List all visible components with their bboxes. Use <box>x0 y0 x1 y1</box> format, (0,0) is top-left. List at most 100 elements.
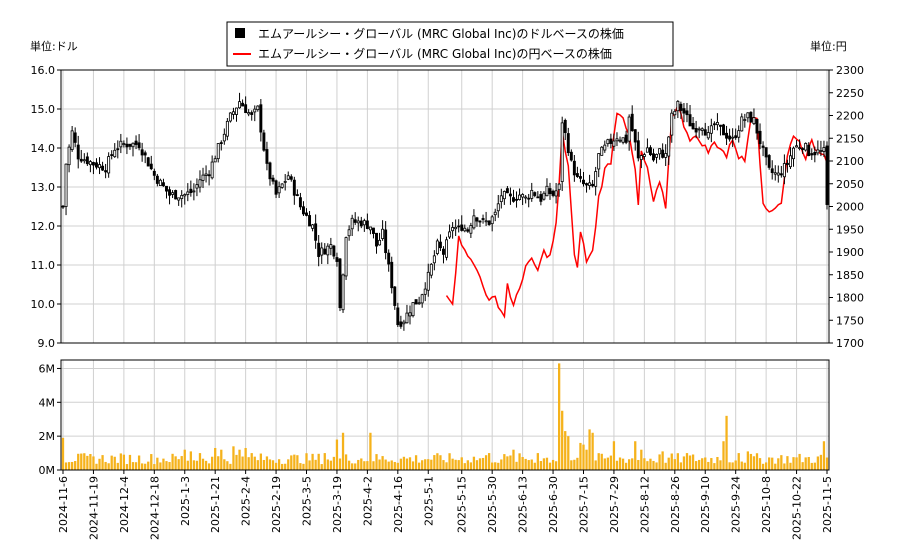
candle-body <box>822 147 826 152</box>
volume-bar <box>771 457 774 470</box>
candle-body <box>356 220 360 224</box>
volume-bar <box>728 462 731 470</box>
candle-body <box>411 302 415 317</box>
volume-bar <box>125 464 129 470</box>
right-tick-label: 1900 <box>836 246 864 259</box>
volume-bar <box>107 463 110 470</box>
x-tick-label: 2025-8-26 <box>669 476 682 533</box>
volume-bar <box>743 462 746 470</box>
candle-body <box>128 143 132 147</box>
volume-bar <box>780 455 783 470</box>
candle-body <box>816 149 820 154</box>
right-tick-label: 1750 <box>836 314 864 327</box>
candle-body <box>222 133 226 142</box>
candle-body <box>198 179 202 188</box>
volume-bar <box>390 460 393 470</box>
volume-bar <box>186 460 189 470</box>
legend-label-jpy: エムアールシー・グローバル (MRC Global Inc)の円ベースの株価 <box>258 46 612 61</box>
volume-bar <box>95 463 98 470</box>
volume-y-axis: 0M 2M 4M 6M <box>39 362 61 477</box>
volume-bar <box>536 453 539 470</box>
right-axis-unit: 単位:円 <box>810 39 847 53</box>
candle-body <box>466 229 470 232</box>
candle-body <box>67 146 71 166</box>
jpy-price-line <box>445 102 828 319</box>
volume-bar <box>314 459 317 470</box>
volume-bar <box>679 462 683 470</box>
volume-bar <box>110 455 113 470</box>
volume-bar <box>162 458 165 470</box>
candle-body <box>779 173 783 176</box>
volume-bar <box>478 458 482 470</box>
candle-body <box>137 142 141 149</box>
candle-body <box>85 156 89 165</box>
right-tick-label: 2050 <box>836 178 864 191</box>
volume-bar <box>740 461 743 470</box>
candle-body <box>210 161 214 179</box>
candle-body <box>737 130 741 138</box>
candle-body <box>490 216 494 225</box>
candle-body <box>548 188 552 195</box>
volume-bar <box>661 451 664 470</box>
candle-body <box>469 225 473 234</box>
candle-body <box>362 220 366 226</box>
candle-body <box>435 240 439 254</box>
x-tick-label: 2025-5-1 <box>422 476 435 526</box>
volume-bar <box>664 462 667 470</box>
candle-body <box>566 133 570 154</box>
candle-body <box>73 132 77 143</box>
candle-body <box>542 192 546 200</box>
volume-bar <box>792 457 795 470</box>
candle-body <box>630 113 634 132</box>
volume-grid <box>61 360 829 471</box>
volume-bar <box>798 453 801 470</box>
volume-bar <box>591 432 594 470</box>
volume-bar <box>344 454 348 470</box>
volume-bar <box>122 454 126 470</box>
candle-body <box>253 108 257 113</box>
volume-bar <box>360 458 363 470</box>
volume-bar <box>512 449 515 470</box>
volume-bar <box>807 457 810 470</box>
x-axis: 2024-11-6 2024-11-19 2024-12-4 2024-12-18 20… <box>57 470 834 540</box>
candle-body <box>515 198 518 201</box>
candle-body <box>457 225 461 228</box>
volume-bar <box>317 453 320 470</box>
volume-bar <box>561 410 564 470</box>
candle-body <box>667 136 671 157</box>
candle-body <box>673 110 677 116</box>
candle-body <box>76 144 80 160</box>
candle-body <box>402 321 406 325</box>
candle-body <box>612 140 616 147</box>
candle-body <box>338 258 342 309</box>
x-tick-label: 2025-6-30 <box>547 476 560 533</box>
volume-bar <box>189 451 192 470</box>
candle-body <box>353 219 357 223</box>
volume-bar <box>764 462 768 470</box>
volume-bar <box>588 429 591 470</box>
candle-body <box>192 190 196 193</box>
candle-body <box>594 171 598 187</box>
volume-bar <box>463 463 466 470</box>
candle-body <box>761 145 765 148</box>
right-y-axis: 1700 1750 1800 1850 1900 1950 2000 2050 2100 2150… <box>829 64 864 350</box>
volume-bar <box>399 458 403 470</box>
volume-bar <box>521 457 524 470</box>
candle-body <box>70 130 74 151</box>
candle-body <box>536 196 540 199</box>
candle-body <box>286 175 290 180</box>
volume-bar <box>241 456 244 470</box>
candle-body <box>694 128 698 133</box>
left-tick-label: 9.0 <box>38 337 56 350</box>
candle-body <box>621 137 625 143</box>
candle-body <box>274 180 278 195</box>
candle-body <box>642 154 646 157</box>
volume-tick-label: 6M <box>39 362 56 375</box>
volume-bar <box>393 461 396 470</box>
candle-body <box>155 175 159 184</box>
left-tick-label: 12.0 <box>31 220 56 233</box>
volume-bar <box>673 459 676 470</box>
candle-body <box>597 153 601 170</box>
candle-body <box>591 183 595 187</box>
candle-body <box>582 179 585 185</box>
